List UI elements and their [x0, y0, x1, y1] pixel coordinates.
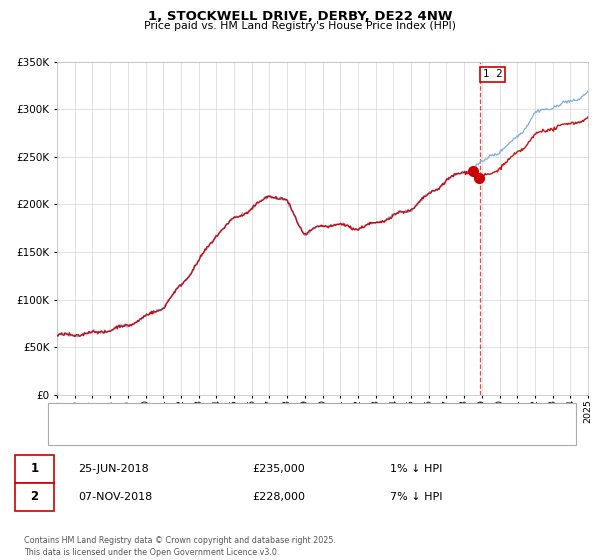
Text: £228,000: £228,000 — [252, 492, 305, 502]
Text: Price paid vs. HM Land Registry's House Price Index (HPI): Price paid vs. HM Land Registry's House … — [144, 21, 456, 31]
Text: 2: 2 — [31, 490, 38, 503]
Text: 07-NOV-2018: 07-NOV-2018 — [78, 492, 152, 502]
Text: 7% ↓ HPI: 7% ↓ HPI — [390, 492, 443, 502]
Text: £235,000: £235,000 — [252, 464, 305, 474]
Text: HPI: Average price, detached house, City of Derby: HPI: Average price, detached house, City… — [93, 428, 338, 438]
Text: 25-JUN-2018: 25-JUN-2018 — [78, 464, 149, 474]
Text: 1, STOCKWELL DRIVE, DERBY, DE22 4NW (detached house): 1, STOCKWELL DRIVE, DERBY, DE22 4NW (det… — [93, 410, 385, 420]
Text: Contains HM Land Registry data © Crown copyright and database right 2025.
This d: Contains HM Land Registry data © Crown c… — [24, 536, 336, 557]
Text: 1% ↓ HPI: 1% ↓ HPI — [390, 464, 442, 474]
Text: 1  2: 1 2 — [483, 69, 503, 79]
Text: 1: 1 — [31, 462, 38, 475]
Text: 1, STOCKWELL DRIVE, DERBY, DE22 4NW: 1, STOCKWELL DRIVE, DERBY, DE22 4NW — [148, 10, 452, 23]
